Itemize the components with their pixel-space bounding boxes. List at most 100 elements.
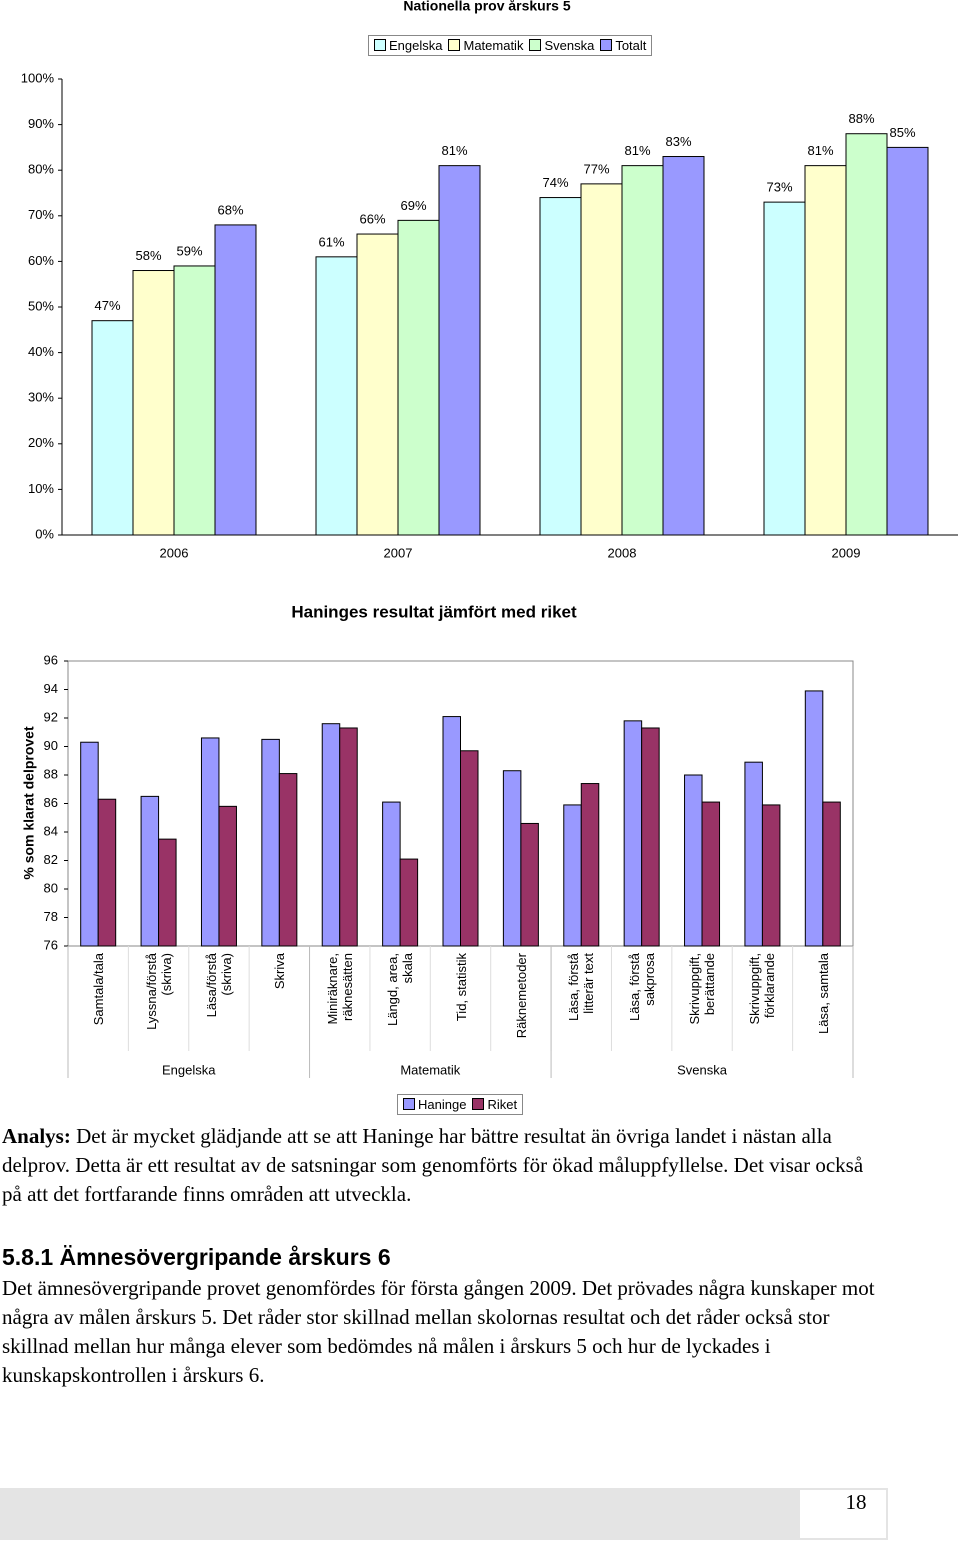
section-title: Ämnesövergripande årskurs 6 (59, 1244, 391, 1270)
x-tick-label: Läsa, förstå sakprosa (626, 953, 657, 1021)
section-heading: 5.8.1 Ämnesövergripande årskurs 6 (2, 1243, 882, 1272)
y-tick-label: 10% (28, 481, 54, 496)
value-label: 83% (665, 134, 691, 149)
legend: Haninge Riket (397, 1094, 524, 1115)
x-tick-label: 2008 (608, 545, 637, 560)
legend-swatch (600, 39, 613, 51)
legend-item: Svenska (529, 38, 594, 53)
bar (804, 165, 847, 536)
chart-title: Haninges resultat jämfört med riket (291, 602, 577, 621)
legend-swatch (374, 39, 386, 51)
bar (763, 201, 806, 536)
bar (563, 804, 582, 947)
bar (623, 720, 643, 947)
x-tick-label: Miniräknare, räknesätten (324, 953, 355, 1025)
value-label: 59% (176, 243, 202, 258)
legend-item: Totalt (600, 38, 646, 53)
legend-swatch (448, 39, 461, 51)
x-tick-label: Tid, statistik (453, 953, 468, 1022)
legend-item: Matematik (448, 38, 523, 53)
x-tick-label: Skriva (271, 953, 287, 990)
value-label: 73% (766, 180, 792, 195)
bar (460, 750, 479, 947)
bar (91, 320, 134, 536)
bar (845, 133, 888, 536)
page-number: 18 (846, 1490, 867, 1514)
legend-item: Riket (472, 1097, 517, 1112)
x-tick-label: Längd, area, skala (385, 953, 416, 1027)
legend-label: Haninge (418, 1097, 467, 1112)
y-tick-label: 90% (28, 116, 54, 131)
bar (321, 723, 341, 947)
y-tick-label: 96 (44, 652, 58, 667)
bar (80, 741, 99, 947)
y-tick-label: 60% (28, 253, 54, 268)
bar (520, 822, 539, 947)
y-tick-label: 40% (28, 344, 54, 359)
value-label: 74% (542, 175, 568, 190)
value-label: 66% (359, 211, 385, 226)
bar (173, 265, 216, 536)
y-tick-label: 92 (44, 709, 58, 724)
bar (158, 838, 177, 947)
value-label: 68% (217, 202, 243, 217)
y-tick-label: 30% (28, 390, 54, 405)
y-tick-label: 100% (21, 70, 55, 85)
x-tick-label: Skrivuppgift, förklarande (747, 953, 778, 1025)
bar (132, 270, 175, 536)
bar (140, 795, 160, 947)
bar (382, 801, 401, 947)
y-tick-label: 80% (28, 162, 54, 177)
y-tick-label: 76 (44, 937, 58, 952)
page-number-box (800, 1490, 886, 1538)
y-axis-label: % som klarat delprovet (21, 726, 37, 880)
legend-label: Matematik (463, 38, 524, 53)
section-text: Det ämnesövergripande provet genomfördes… (2, 1276, 875, 1387)
value-label: 81% (441, 143, 467, 158)
y-tick-label: 50% (28, 298, 54, 313)
analysis-text: Det är mycket glädjande att se att Hanin… (2, 1124, 864, 1206)
bar (218, 805, 237, 947)
bar (278, 773, 298, 947)
bar (761, 804, 781, 947)
bar (442, 716, 461, 947)
value-label: 88% (848, 111, 874, 126)
y-tick-label: 82 (44, 852, 58, 867)
bar (804, 690, 824, 947)
x-tick-label: Skrivuppgift, berättande (687, 953, 718, 1025)
legend-swatch (529, 39, 542, 51)
legend-label: Svenska (544, 38, 595, 53)
x-tick-label: 2007 (384, 545, 413, 560)
group-label: Svenska (677, 1062, 728, 1077)
chart-title: Nationella prov årskurs 5 (403, 0, 571, 14)
x-tick-label: Läsa, samtala (815, 953, 831, 1034)
y-tick-label: 80 (44, 880, 58, 895)
legend-item: Engelska (374, 38, 442, 53)
bar (539, 197, 582, 536)
legend: Engelska Matematik Svenska Totalt (368, 35, 653, 56)
y-tick-label: 94 (44, 681, 58, 696)
bar (684, 774, 703, 947)
y-tick-label: 70% (28, 207, 54, 222)
analysis-label: Analys: (2, 1124, 71, 1148)
value-label: 77% (583, 161, 609, 176)
bar (339, 727, 358, 947)
legend-label: Riket (487, 1097, 518, 1112)
bar (315, 256, 358, 536)
bar (261, 738, 280, 947)
x-tick-label: Samtala/tala (90, 953, 106, 1026)
bar (580, 783, 600, 947)
y-tick-label: 86 (44, 795, 58, 810)
bar (356, 233, 399, 536)
x-tick-label: Läsa, förstå litterär text (566, 953, 597, 1021)
bar (214, 224, 257, 536)
value-label: 85% (889, 125, 915, 140)
y-tick-label: 90 (44, 738, 58, 753)
x-tick-label: Räknemetoder (513, 953, 529, 1039)
x-tick-label: Lyssna/förstå (skriva) (143, 953, 174, 1030)
footer-band (0, 1488, 888, 1540)
x-tick-label: 2006 (160, 545, 189, 560)
value-label: 47% (94, 298, 120, 313)
y-tick-label: 0% (35, 526, 54, 541)
